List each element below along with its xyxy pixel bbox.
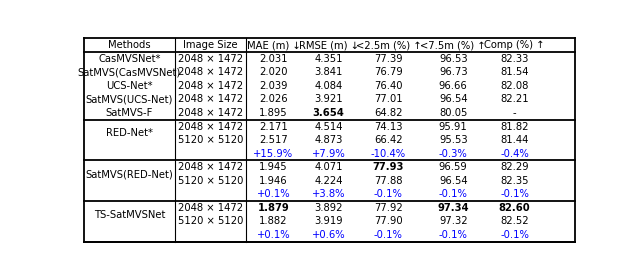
- Text: -: -: [513, 108, 516, 118]
- Text: 4.071: 4.071: [314, 162, 343, 172]
- Text: 2.020: 2.020: [259, 67, 288, 77]
- Text: 2048 × 1472: 2048 × 1472: [178, 121, 243, 132]
- Text: 82.35: 82.35: [500, 176, 529, 186]
- Text: -0.1%: -0.1%: [374, 230, 403, 240]
- Text: 2048 × 1472: 2048 × 1472: [178, 108, 243, 118]
- Text: +3.8%: +3.8%: [312, 189, 345, 199]
- Text: 95.53: 95.53: [439, 135, 468, 145]
- Text: 96.54: 96.54: [439, 176, 468, 186]
- Text: <7.5m (%) ↑: <7.5m (%) ↑: [420, 40, 486, 50]
- Text: 2048 × 1472: 2048 × 1472: [178, 81, 243, 91]
- Text: 96.73: 96.73: [439, 67, 468, 77]
- Text: +15.9%: +15.9%: [253, 149, 294, 159]
- Text: <2.5m (%) ↑: <2.5m (%) ↑: [356, 40, 421, 50]
- Text: 97.32: 97.32: [439, 216, 468, 227]
- Text: 1.945: 1.945: [259, 162, 288, 172]
- Text: 66.42: 66.42: [374, 135, 403, 145]
- Text: UCS-Net*: UCS-Net*: [106, 81, 153, 91]
- Text: 5120 × 5120: 5120 × 5120: [178, 216, 243, 227]
- Text: Comp (%) ↑: Comp (%) ↑: [484, 40, 545, 50]
- Text: 96.54: 96.54: [439, 94, 468, 104]
- Text: 4.351: 4.351: [314, 54, 343, 64]
- Text: 95.91: 95.91: [439, 121, 468, 132]
- Text: 4.224: 4.224: [314, 176, 343, 186]
- Text: CasMVSNet*: CasMVSNet*: [98, 54, 161, 64]
- Text: 96.59: 96.59: [439, 162, 468, 172]
- Text: 76.79: 76.79: [374, 67, 403, 77]
- Text: 2.031: 2.031: [259, 54, 288, 64]
- Text: 77.39: 77.39: [374, 54, 403, 64]
- Text: RMSE (m) ↓: RMSE (m) ↓: [298, 40, 358, 50]
- Text: TS-SatMVSNet: TS-SatMVSNet: [93, 210, 165, 220]
- Text: 81.54: 81.54: [500, 67, 529, 77]
- Text: 2.026: 2.026: [259, 94, 288, 104]
- Text: +0.6%: +0.6%: [312, 230, 346, 240]
- Text: 82.08: 82.08: [500, 81, 529, 91]
- Text: 3.919: 3.919: [314, 216, 343, 227]
- Text: -0.1%: -0.1%: [374, 189, 403, 199]
- Text: 3.841: 3.841: [314, 67, 342, 77]
- Text: 2048 × 1472: 2048 × 1472: [178, 94, 243, 104]
- Text: -0.3%: -0.3%: [439, 149, 468, 159]
- Text: 96.66: 96.66: [439, 81, 468, 91]
- Text: +0.1%: +0.1%: [257, 230, 291, 240]
- Text: 1.895: 1.895: [259, 108, 288, 118]
- Text: 2048 × 1472: 2048 × 1472: [178, 162, 243, 172]
- Text: -0.4%: -0.4%: [500, 149, 529, 159]
- Text: 77.90: 77.90: [374, 216, 403, 227]
- Text: -0.1%: -0.1%: [500, 189, 529, 199]
- Text: Methods: Methods: [108, 40, 150, 50]
- Text: 2048 × 1472: 2048 × 1472: [178, 67, 243, 77]
- Text: 4.873: 4.873: [314, 135, 342, 145]
- Text: 5120 × 5120: 5120 × 5120: [178, 135, 243, 145]
- Text: RED-Net*: RED-Net*: [106, 128, 153, 138]
- Text: -10.4%: -10.4%: [371, 149, 406, 159]
- Text: 74.13: 74.13: [374, 121, 403, 132]
- Text: MAE (m) ↓: MAE (m) ↓: [246, 40, 300, 50]
- Text: 64.82: 64.82: [374, 108, 403, 118]
- Text: 1.882: 1.882: [259, 216, 288, 227]
- Text: 77.93: 77.93: [372, 162, 404, 172]
- Text: 82.60: 82.60: [499, 203, 531, 213]
- Text: +0.1%: +0.1%: [257, 189, 291, 199]
- Text: 97.34: 97.34: [437, 203, 469, 213]
- Text: 77.92: 77.92: [374, 203, 403, 213]
- Text: 3.892: 3.892: [314, 203, 343, 213]
- Text: 2048 × 1472: 2048 × 1472: [178, 54, 243, 64]
- Text: 2.039: 2.039: [259, 81, 288, 91]
- Text: 2048 × 1472: 2048 × 1472: [178, 203, 243, 213]
- Text: 4.084: 4.084: [314, 81, 342, 91]
- Text: -0.1%: -0.1%: [439, 230, 468, 240]
- Text: 76.40: 76.40: [374, 81, 403, 91]
- Text: 82.21: 82.21: [500, 94, 529, 104]
- Text: 77.88: 77.88: [374, 176, 403, 186]
- Text: -0.1%: -0.1%: [439, 189, 468, 199]
- Text: 96.53: 96.53: [439, 54, 468, 64]
- Text: +7.9%: +7.9%: [312, 149, 346, 159]
- Text: 4.514: 4.514: [314, 121, 343, 132]
- Text: 1.946: 1.946: [259, 176, 288, 186]
- Text: 80.05: 80.05: [439, 108, 467, 118]
- Text: 81.44: 81.44: [500, 135, 529, 145]
- Text: SatMVS-F: SatMVS-F: [106, 108, 153, 118]
- Text: SatMVS(RED-Net): SatMVS(RED-Net): [86, 169, 173, 179]
- Text: 82.29: 82.29: [500, 162, 529, 172]
- Text: -0.1%: -0.1%: [500, 230, 529, 240]
- Text: 3.921: 3.921: [314, 94, 343, 104]
- Text: 81.82: 81.82: [500, 121, 529, 132]
- Text: Image Size: Image Size: [183, 40, 237, 50]
- Text: 77.01: 77.01: [374, 94, 403, 104]
- Text: SatMVS(CasMVSNet): SatMVS(CasMVSNet): [78, 67, 181, 77]
- Text: 2.171: 2.171: [259, 121, 288, 132]
- Text: 5120 × 5120: 5120 × 5120: [178, 176, 243, 186]
- Text: SatMVS(UCS-Net): SatMVS(UCS-Net): [86, 94, 173, 104]
- Text: 2.517: 2.517: [259, 135, 288, 145]
- Text: 1.879: 1.879: [258, 203, 289, 213]
- Text: 82.33: 82.33: [500, 54, 529, 64]
- Text: 82.52: 82.52: [500, 216, 529, 227]
- Text: 3.654: 3.654: [312, 108, 344, 118]
